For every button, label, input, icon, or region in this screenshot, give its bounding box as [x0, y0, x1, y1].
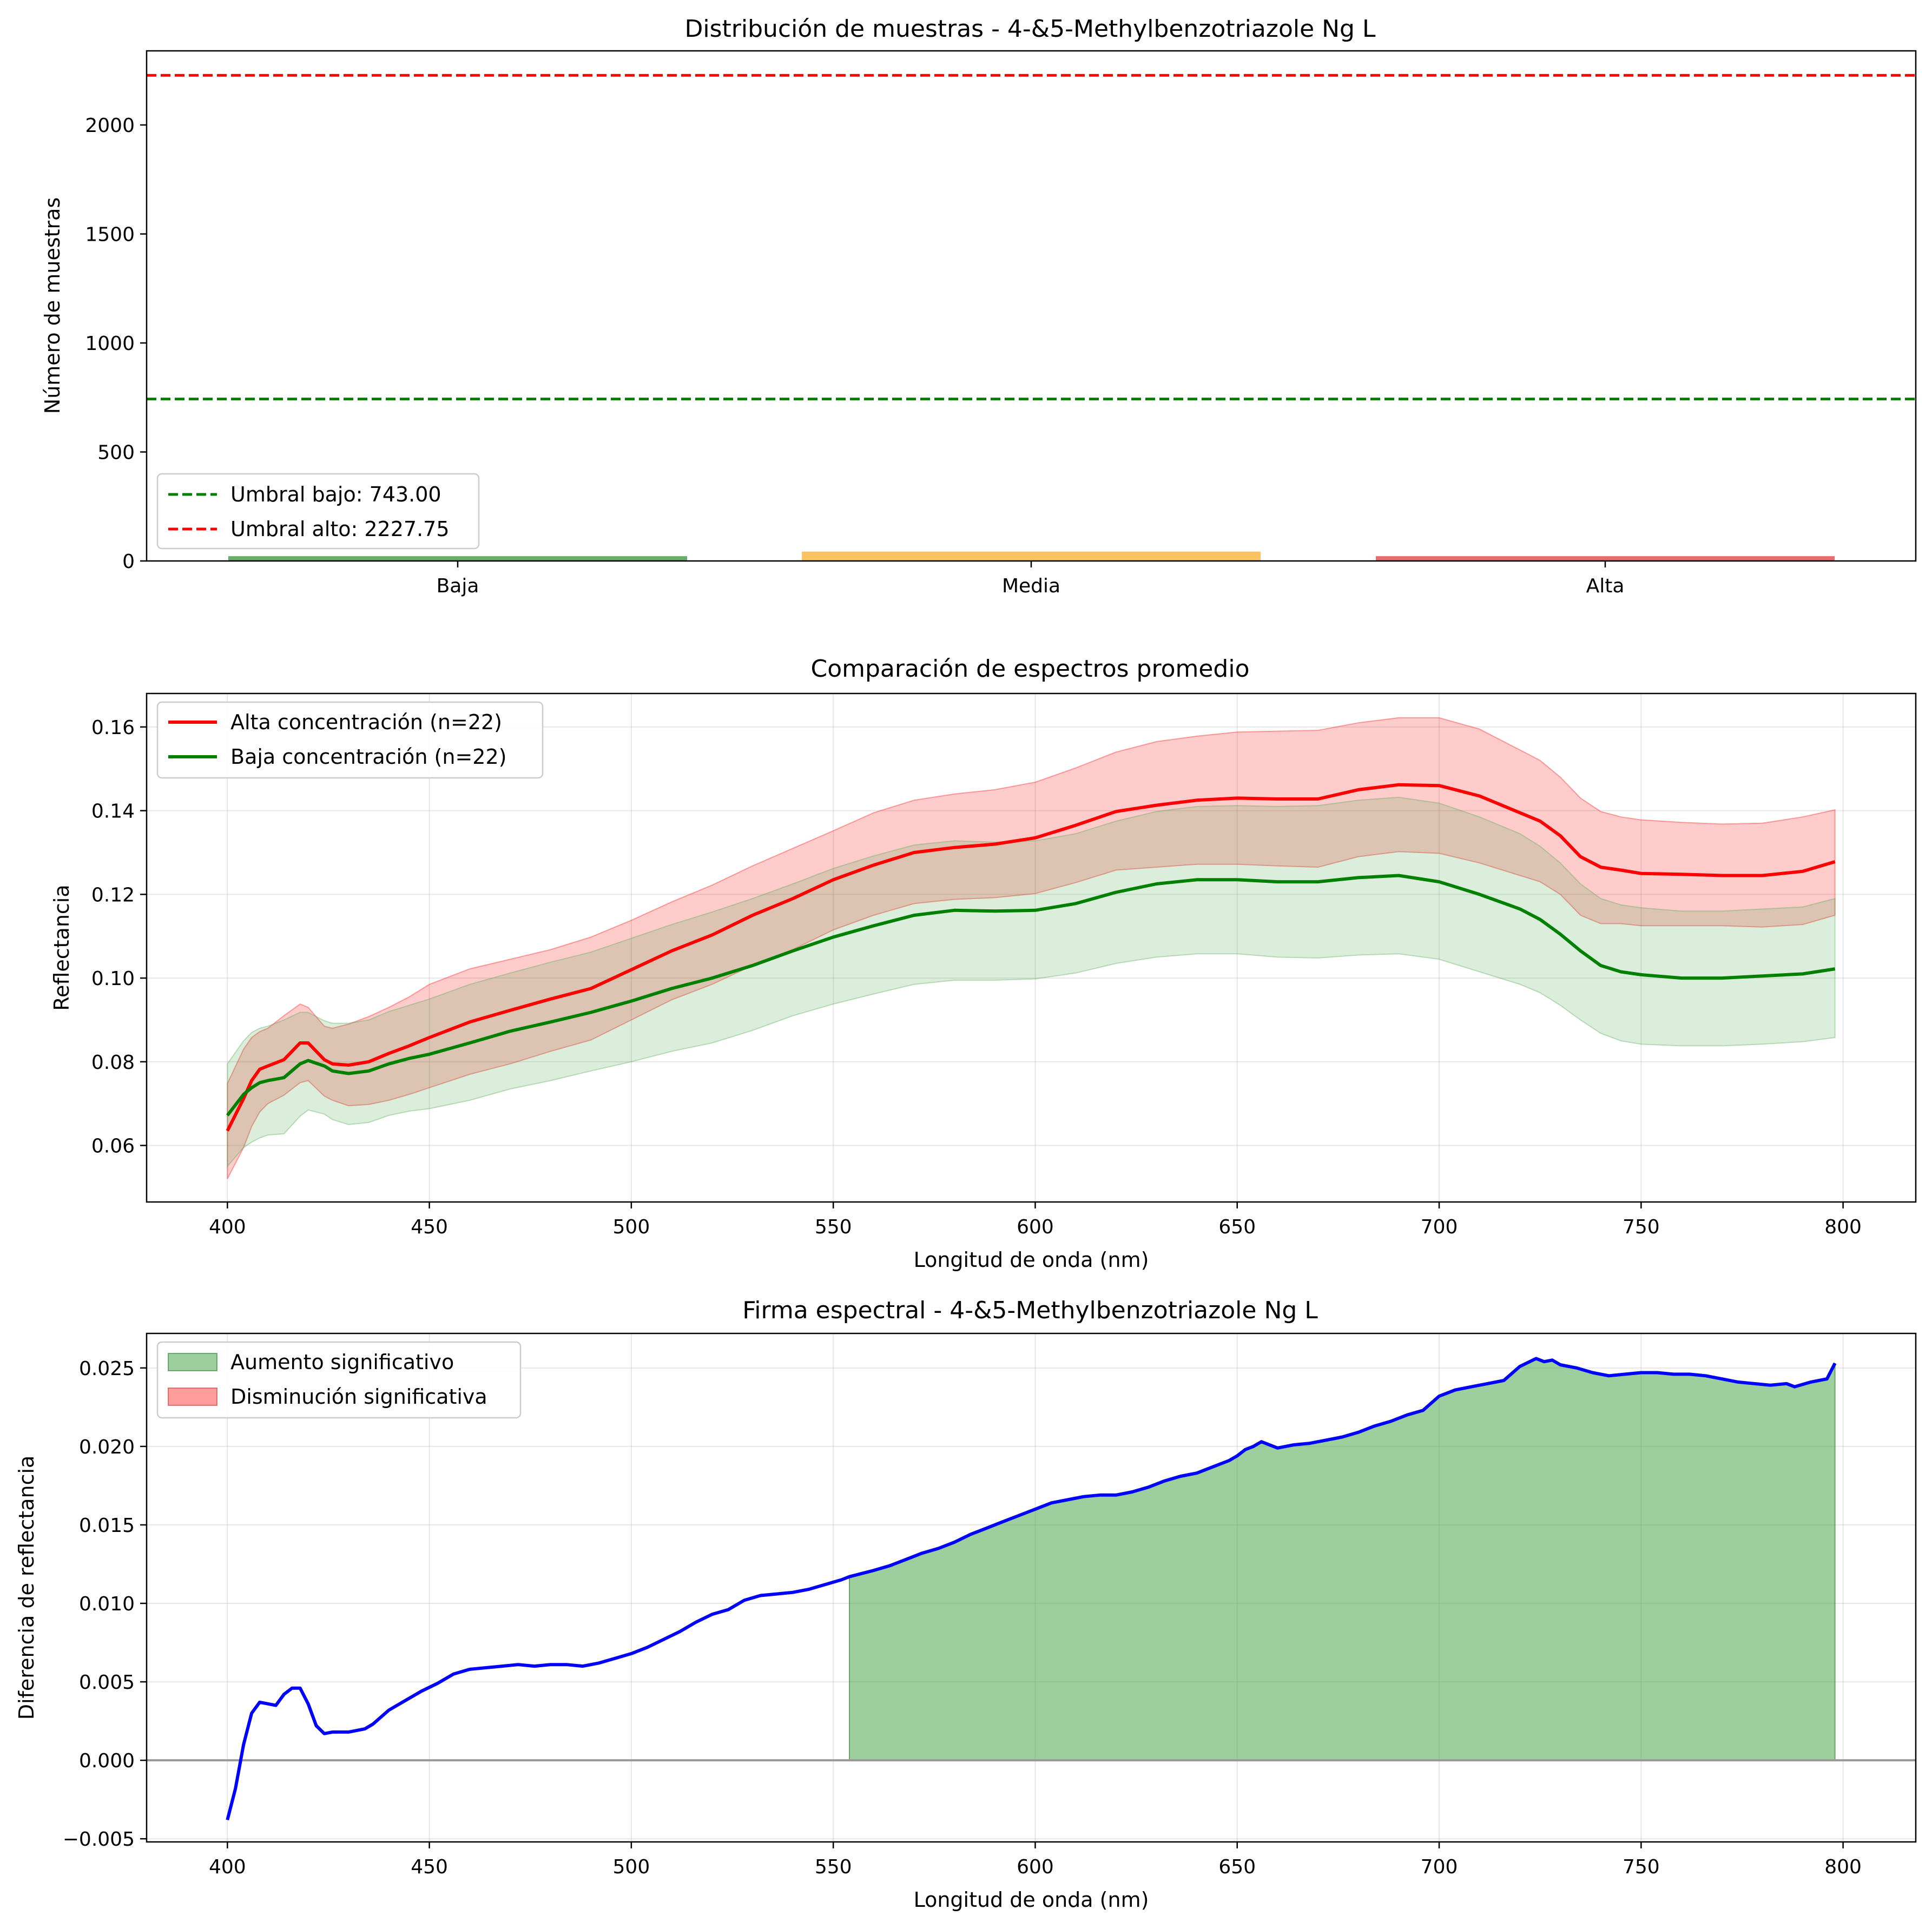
panel1-legend: Umbral bajo: 743.00 Umbral alto: 2227.75 [156, 473, 480, 550]
x-tick-label: 800 [1824, 1856, 1862, 1878]
x-tick-label: 550 [815, 1216, 852, 1238]
panel-spectra: Comparación de espectros promedio 0.060.… [50, 655, 1917, 1272]
y-tick-label: 0 [122, 551, 135, 573]
x-tick-label: 750 [1623, 1856, 1660, 1878]
y-tick-label: 0.020 [79, 1436, 135, 1458]
line-series-1 [226, 874, 1836, 1117]
bar-baja [228, 556, 687, 561]
x-tick-label: 500 [613, 1856, 650, 1878]
y-tick-label: 0.005 [79, 1672, 135, 1694]
y-tick-label: 0.025 [79, 1358, 135, 1380]
panel2-frame [146, 692, 1917, 1203]
legend-threshold-low: Umbral bajo: 743.00 [230, 483, 441, 506]
x-tick-label: Alta [1586, 575, 1625, 597]
legend-increase-swatch [168, 1353, 217, 1371]
y-tick-label: 0.08 [91, 1052, 135, 1074]
band-series-0 [227, 717, 1836, 1179]
panel2-title: Comparación de espectros promedio [810, 655, 1249, 683]
legend-baja: Baja concentración (n=22) [230, 745, 506, 769]
y-tick-label: 2000 [85, 115, 135, 137]
legend-threshold-high: Umbral alto: 2227.75 [230, 517, 450, 541]
x-tick-label: 450 [411, 1856, 448, 1878]
x-tick-label: 600 [1017, 1856, 1054, 1878]
panel-distribution: Distribución de muestras - 4-&5-Methylbe… [41, 15, 1917, 597]
panel1-xticks: Baja Media Alta [437, 561, 1625, 597]
y-tick-label: 0.015 [79, 1515, 135, 1537]
panel2-ylabel: Reflectancia [50, 884, 74, 1010]
bar-media [802, 551, 1261, 561]
x-tick-label: 700 [1421, 1856, 1458, 1878]
y-tick-label: −0.005 [63, 1828, 135, 1851]
y-tick-label: 1500 [85, 224, 135, 246]
panel1-yticks: 0 500 1000 1500 2000 [85, 115, 147, 573]
y-tick-label: 0.000 [79, 1750, 135, 1772]
x-tick-label: 550 [815, 1856, 852, 1878]
y-tick-label: 0.06 [91, 1135, 135, 1158]
panel2-lines [226, 783, 1836, 1132]
panel2-yticks: 0.06 0.08 0.10 0.12 0.14 0.16 [91, 717, 147, 1158]
panel1-legend-box [156, 473, 480, 550]
x-tick-label: 400 [209, 1216, 246, 1238]
y-tick-label: 0.010 [79, 1593, 135, 1615]
x-tick-label: 800 [1824, 1216, 1862, 1238]
x-tick-label: 750 [1623, 1216, 1660, 1238]
panel1-bars [228, 551, 1835, 561]
x-tick-label: 450 [411, 1216, 448, 1238]
legend-decrease-swatch [168, 1388, 217, 1406]
panel1-frame [146, 50, 1917, 562]
panel2-legend-box [156, 701, 544, 779]
y-tick-label: 500 [97, 442, 135, 464]
legend-increase: Aumento significativo [230, 1350, 454, 1374]
x-tick-label: 400 [209, 1856, 246, 1878]
x-tick-label: 650 [1218, 1856, 1256, 1878]
panel2-xlabel: Longitud de onda (nm) [914, 1248, 1149, 1272]
x-tick-label: 650 [1218, 1216, 1256, 1238]
line-series-0 [226, 783, 1836, 1132]
x-tick-label: 500 [613, 1216, 650, 1238]
panel3-xticks: 400 450 500 550 600 650 700 750 800 [209, 1842, 1862, 1878]
panel2-legend: Alta concentración (n=22) Baja concentra… [156, 701, 544, 779]
panel3-title: Firma espectral - 4-&5-Methylbenzotriazo… [742, 1297, 1318, 1324]
band-series-1 [227, 796, 1836, 1168]
y-tick-label: 0.14 [91, 801, 135, 823]
y-tick-label: 1000 [85, 333, 135, 355]
panel3-legend: Aumento significativo Disminución signif… [156, 1341, 522, 1419]
panel2-xticks: 400 450 500 550 600 650 700 750 800 [209, 1202, 1862, 1238]
y-tick-label: 0.12 [91, 884, 135, 906]
panel3-yticks: −0.005 0.000 0.005 0.010 0.015 0.020 0.025 [63, 1358, 147, 1851]
x-tick-label: 600 [1017, 1216, 1054, 1238]
panel2-bands [227, 717, 1836, 1179]
y-tick-label: 0.10 [91, 968, 135, 990]
panel-signature: Firma espectral - 4-&5-Methylbenzotriazo… [15, 1297, 1917, 1912]
difference-line [226, 1357, 1837, 1821]
panel3-frame [146, 1332, 1917, 1843]
y-tick-label: 0.16 [91, 717, 135, 739]
legend-decrease: Disminución significativa [230, 1385, 487, 1409]
panel1-ylabel: Número de muestras [41, 197, 64, 414]
x-tick-label: Media [1002, 575, 1060, 597]
panel3-xlabel: Longitud de onda (nm) [914, 1888, 1149, 1912]
bar-alta [1376, 556, 1835, 561]
panel3-ylabel: Diferencia de reflectancia [15, 1456, 38, 1720]
panel1-title: Distribución de muestras - 4-&5-Methylbe… [685, 15, 1376, 43]
legend-alta: Alta concentración (n=22) [230, 710, 502, 734]
x-tick-label: 700 [1421, 1216, 1458, 1238]
x-tick-label: Baja [437, 575, 479, 597]
panel3-legend-box [156, 1341, 522, 1419]
